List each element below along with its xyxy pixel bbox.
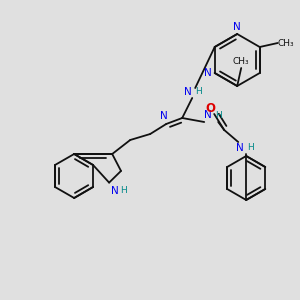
Text: O: O (205, 101, 215, 115)
Text: N: N (233, 22, 241, 32)
Text: H: H (215, 110, 222, 119)
Text: H: H (195, 88, 202, 97)
Text: H: H (120, 186, 127, 195)
Text: N: N (204, 68, 212, 78)
Text: CH₃: CH₃ (278, 38, 294, 47)
Text: N: N (111, 186, 119, 196)
Text: H: H (247, 143, 253, 152)
Text: N: N (184, 87, 192, 97)
Text: CH₃: CH₃ (233, 58, 250, 67)
Text: N: N (160, 111, 168, 121)
Text: N: N (204, 110, 212, 120)
Text: N: N (236, 143, 244, 153)
